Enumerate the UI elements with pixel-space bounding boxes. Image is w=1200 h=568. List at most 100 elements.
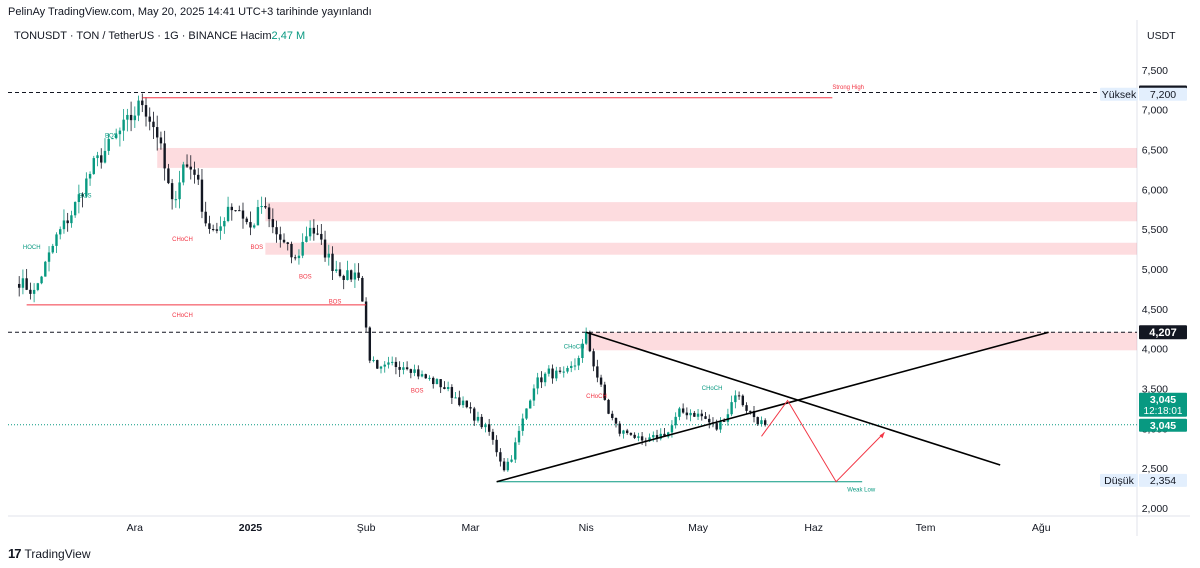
candle: [659, 433, 662, 439]
candle: [335, 269, 338, 272]
candle: [622, 430, 625, 434]
candle: [708, 418, 711, 423]
countdown-tag-bg: [1139, 392, 1187, 417]
candle: [726, 414, 730, 422]
candle: [73, 202, 77, 216]
candle: [305, 236, 308, 242]
candle: [614, 417, 618, 424]
candle: [92, 158, 95, 174]
candle: [32, 289, 36, 294]
candle: [730, 402, 733, 415]
candle: [674, 416, 677, 426]
price-tick-label: 6,000: [1142, 184, 1168, 196]
candle: [737, 395, 741, 397]
candle: [390, 361, 394, 363]
candle: [409, 369, 413, 373]
candle: [499, 452, 502, 462]
smc-label: BOS: [105, 134, 118, 140]
candle: [603, 384, 606, 400]
candle: [629, 432, 633, 435]
candle: [551, 368, 554, 379]
supply-zone: [265, 202, 1137, 222]
candle: [100, 155, 103, 163]
candle: [118, 130, 122, 135]
candle: [77, 194, 81, 203]
candle: [204, 211, 207, 224]
candle: [312, 227, 316, 234]
candle: [379, 366, 383, 369]
smc-label: BOS: [299, 275, 312, 281]
candle: [193, 169, 196, 175]
candle: [234, 210, 237, 212]
candle: [734, 395, 737, 403]
candle: [387, 362, 390, 365]
candle: [156, 127, 159, 138]
candle: [566, 367, 569, 372]
candle: [469, 407, 472, 409]
projection-arrowhead: [879, 432, 885, 439]
candle: [476, 416, 480, 421]
candle: [51, 245, 54, 253]
candle: [745, 405, 748, 411]
candle: [435, 379, 439, 385]
candle: [144, 105, 148, 117]
candle: [88, 173, 92, 179]
candle: [249, 222, 252, 228]
price-tag-text: 7,200: [1150, 89, 1176, 101]
candle: [521, 418, 524, 431]
candle: [693, 412, 696, 417]
smc-label: CHoCH: [586, 394, 607, 400]
tradingview-logo-icon: 17: [8, 546, 22, 561]
candle: [320, 233, 323, 240]
level-label-bg: [1100, 87, 1138, 101]
candle: [715, 423, 718, 430]
projection-path: [761, 399, 885, 483]
candle: [174, 199, 178, 201]
price-tag-text: 2,354: [1150, 475, 1176, 487]
candle: [111, 138, 114, 140]
candle: [592, 351, 595, 367]
level-label-bg: [1100, 473, 1138, 487]
price-tick-label: 5,000: [1142, 264, 1168, 276]
candle: [480, 416, 483, 428]
candle: [323, 239, 327, 258]
candle: [133, 115, 137, 121]
candle: [17, 283, 21, 288]
price-tag-text: 4,207: [1149, 327, 1177, 339]
candle: [681, 408, 685, 413]
candle: [625, 430, 629, 433]
tradingview-brand[interactable]: 17 TradingView: [8, 546, 91, 561]
candle: [722, 420, 726, 422]
candle: [756, 417, 759, 425]
candle: [238, 210, 241, 212]
candle: [137, 100, 140, 116]
candle: [417, 369, 420, 377]
candle: [372, 360, 375, 362]
candle: [398, 367, 401, 370]
candle: [607, 399, 610, 414]
candle: [491, 431, 495, 440]
price-tick-label: 4,500: [1142, 304, 1168, 316]
candle: [353, 272, 357, 280]
smc-label: BOS: [79, 193, 92, 199]
candle: [256, 207, 260, 226]
candle: [62, 220, 66, 230]
candle: [107, 138, 110, 151]
candle: [484, 424, 487, 428]
candle: [85, 178, 88, 197]
candle: [223, 220, 226, 227]
smc-label: BOS: [250, 245, 263, 251]
candle: [126, 114, 129, 120]
candle: [279, 234, 282, 240]
time-tick-label: Ara: [127, 522, 144, 534]
symbol-title: TONUSDT · TON / TetherUS · 1G · BINANCE: [14, 30, 238, 42]
price-tick-label: 5,500: [1142, 224, 1168, 236]
candle: [685, 412, 689, 416]
candle: [506, 461, 510, 471]
candle: [376, 360, 379, 369]
candle: [558, 370, 562, 372]
candle: [405, 367, 409, 370]
candle: [655, 435, 659, 439]
